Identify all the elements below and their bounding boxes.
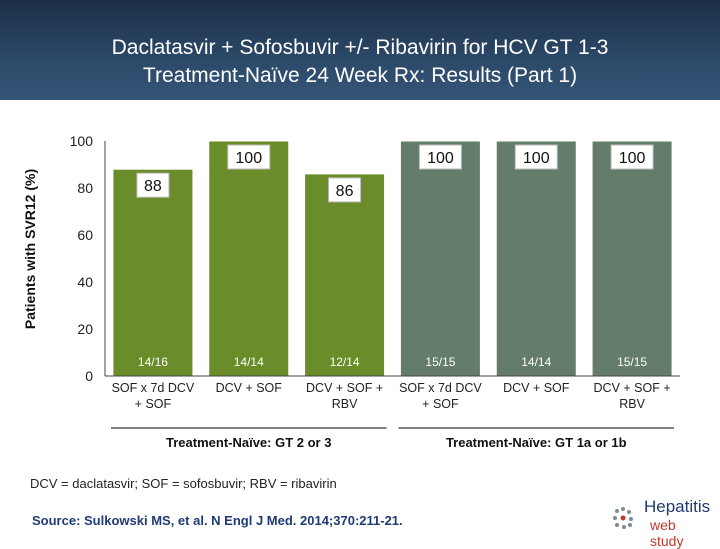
y-tick-label: 40 [77,274,93,290]
logo-mark-icon [613,507,633,529]
value-label-box [328,177,362,203]
category-label: + SOF [422,397,459,411]
logo-main-text: Hepatitis [644,497,711,516]
y-tick-label: 20 [77,321,93,337]
title-line-1: Daclatasvir + Sofosbuvir +/- Ribavirin f… [111,36,609,59]
category-label: RBV [332,397,358,411]
value-label: 100 [619,150,646,167]
value-label-box [136,172,170,198]
y-tick-label: 100 [70,133,94,149]
patient-count-label: 15/15 [425,355,455,369]
value-label: 100 [235,150,262,167]
y-tick-label: 80 [77,180,93,196]
category-label: DCV + SOF [503,381,570,395]
bar [495,140,577,377]
bar [112,168,194,377]
category-label: DCV + SOF [216,381,283,395]
category-label: DCV + SOF + [594,381,671,395]
category-label: SOF x 7d DCV [112,381,195,395]
value-label: 88 [144,178,162,195]
patient-count-label: 14/16 [138,355,168,369]
category-label: SOF x 7d DCV [399,381,482,395]
value-label: 86 [336,183,354,200]
value-label: 100 [523,150,550,167]
value-label-box [610,144,654,170]
patient-count-label: 12/14 [330,355,360,369]
source-citation: Source: Sulkowski MS, et al. N Engl J Me… [32,513,403,528]
slide-title: Daclatasvir + Sofosbuvir +/- Ribavirin f… [0,34,720,90]
bar [591,140,673,377]
bar [304,173,386,377]
value-label-box [227,144,271,170]
bar [208,140,290,377]
title-line-2: Treatment-Naïve 24 Week Rx: Results (Par… [142,64,578,87]
value-label-box [514,144,558,170]
patient-count-label: 15/15 [617,355,647,369]
y-tick-label: 60 [77,227,93,243]
svr12-bar-chart: 0 20 40 60 80 100 88 100 86 100 100 100 14/16 14/14 12… [70,133,680,450]
value-label-box [418,144,462,170]
abbreviation-footnote: DCV = daclatasvir; SOF = sofosbuvir; RBV… [30,476,337,491]
category-label: RBV [619,397,645,411]
hepatitis-web-study-logo: Hepatitis web study [608,497,712,549]
group-label: Treatment-Naïve: GT 1a or 1b [446,435,627,450]
y-tick-label: 0 [85,368,93,384]
patient-count-label: 14/14 [521,355,551,369]
category-label: + SOF [135,397,172,411]
title-banner: Daclatasvir + Sofosbuvir +/- Ribavirin f… [0,0,720,100]
group-label: Treatment-Naïve: GT 2 or 3 [166,435,331,450]
logo-sub-text: web study [650,517,684,549]
patient-count-label: 14/14 [234,355,264,369]
bar [399,140,481,377]
value-label: 100 [427,150,454,167]
category-label: DCV + SOF + [306,381,383,395]
